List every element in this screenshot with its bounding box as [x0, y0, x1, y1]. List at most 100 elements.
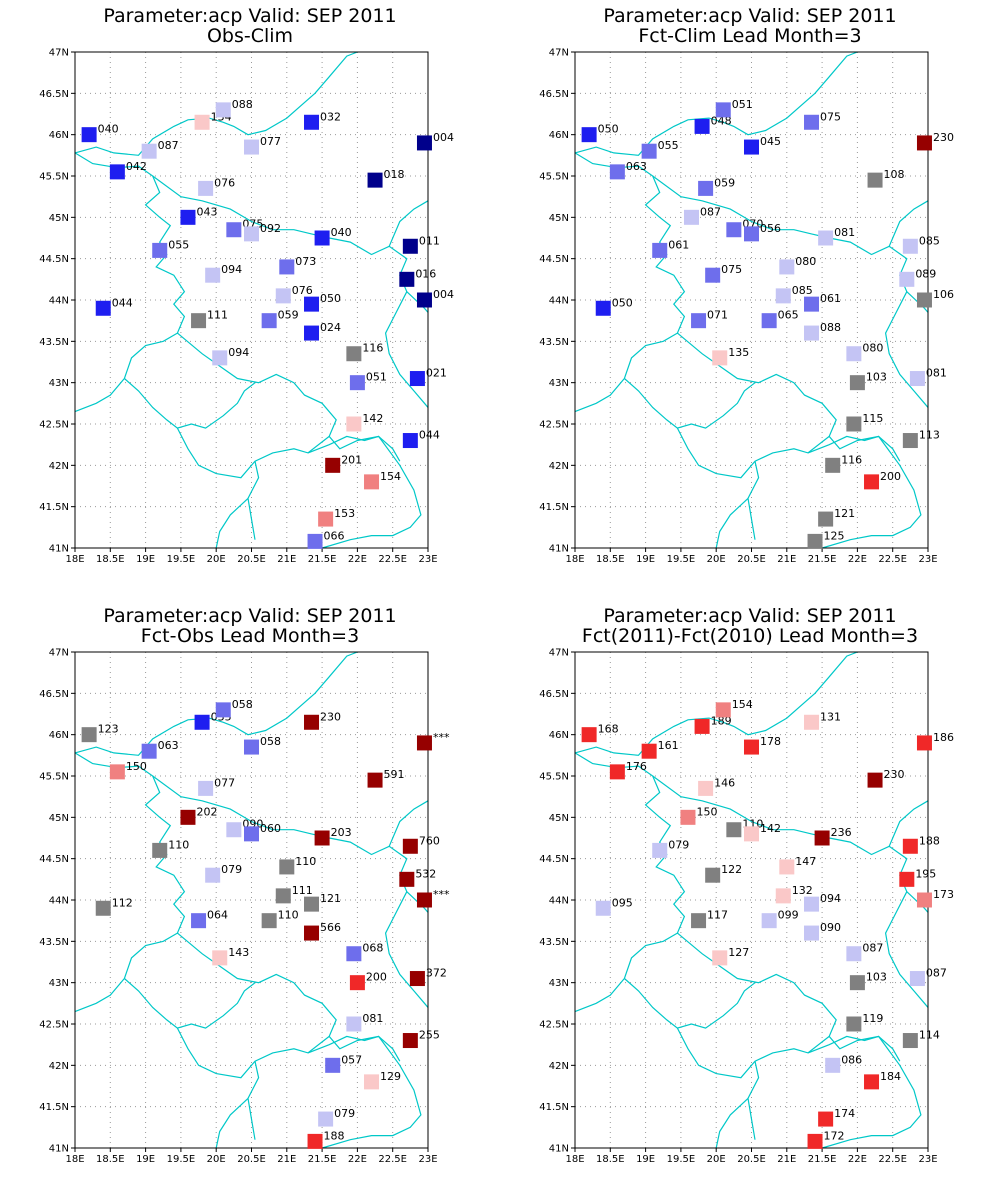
station-marker	[95, 900, 111, 916]
station-marker	[198, 180, 214, 196]
station-marker	[864, 1074, 880, 1090]
station-value-label: 080	[795, 255, 816, 268]
y-tick-label: 43N	[549, 378, 569, 389]
x-tick-label: 21.5E	[808, 554, 837, 565]
station-value-label: 085	[792, 284, 813, 297]
station-marker	[367, 172, 383, 188]
chart-panel-obs-clim: Parameter:acp Valid: SEP 2011 Obs-Clim 18E…	[0, 0, 500, 600]
border-line	[715, 1097, 749, 1149]
station-points: 123063035058058230***1505910772020900602…	[81, 698, 450, 1149]
y-tick-label: 46N	[49, 130, 69, 141]
station-marker	[804, 896, 820, 912]
station-marker	[307, 1133, 323, 1149]
station-value-label: 004	[433, 131, 454, 144]
station-marker	[346, 1016, 362, 1032]
y-tick-label: 42.5N	[539, 420, 569, 431]
border-line	[176, 1027, 330, 1079]
station-marker	[899, 271, 915, 287]
station-marker	[275, 288, 291, 304]
station-marker	[215, 702, 231, 718]
station-value-label: 088	[232, 98, 253, 111]
y-tick-label: 46N	[549, 130, 569, 141]
station-marker	[81, 727, 97, 743]
border-line	[676, 427, 830, 479]
station-value-label: 147	[795, 855, 816, 868]
x-tick-label: 18.5E	[96, 554, 125, 565]
station-marker	[814, 830, 830, 846]
border-line	[388, 200, 429, 247]
station-marker	[804, 114, 820, 130]
station-marker	[581, 727, 597, 743]
y-tick-label: 41N	[549, 1144, 569, 1155]
station-value-label: 111	[207, 309, 228, 322]
station-value-label: 202	[196, 805, 217, 818]
y-tick-label: 43N	[549, 978, 569, 989]
station-marker	[916, 135, 932, 151]
station-value-label: 032	[320, 110, 341, 123]
station-value-label: 057	[341, 1053, 362, 1066]
station-value-label: 108	[884, 168, 905, 181]
station-value-label: 079	[334, 1107, 355, 1120]
station-value-label: 168	[598, 723, 619, 736]
y-tick-label: 41.5N	[39, 502, 69, 513]
station-marker	[141, 743, 157, 759]
y-tick-label: 46.5N	[539, 89, 569, 100]
border-line	[676, 1027, 830, 1079]
border-line	[177, 332, 401, 462]
station-value-label: 203	[331, 826, 352, 839]
x-tick-label: 22.5E	[378, 1154, 407, 1165]
axes: 18E 18.5E 19E 19.5E 20E 20.5E 21E 21.5E 22E 22.5E…	[539, 48, 937, 566]
station-value-label: 079	[221, 863, 242, 876]
station-value-label: 086	[841, 1053, 862, 1066]
border-line	[747, 1061, 760, 1140]
station-value-label: 087	[700, 205, 721, 218]
chart-svg-fct-2011-2010: Parameter:acp Valid: SEP 2011Fct(2011)-F…	[539, 605, 954, 1165]
station-value-label: 061	[820, 292, 841, 305]
station-value-label: 063	[158, 739, 179, 752]
x-tick-label: 23E	[418, 1154, 437, 1165]
y-tick-label: 41.5N	[539, 502, 569, 513]
station-marker	[399, 271, 415, 287]
x-tick-label: 18E	[565, 1154, 584, 1165]
y-tick-label: 41.5N	[539, 1102, 569, 1113]
station-value-label: 127	[728, 946, 749, 959]
x-tick-label: 22E	[848, 1154, 867, 1165]
station-marker	[191, 313, 207, 329]
border-line	[176, 427, 330, 479]
station-value-label: 088	[820, 321, 841, 334]
station-marker	[95, 300, 111, 316]
y-tick-label: 44N	[549, 296, 569, 307]
station-value-label: 090	[820, 921, 841, 934]
chart-subtitle: Fct-Obs Lead Month=3	[141, 625, 359, 647]
station-marker	[595, 300, 611, 316]
station-marker	[409, 371, 425, 387]
station-marker	[712, 350, 728, 366]
station-value-label: 176	[626, 760, 647, 773]
y-tick-label: 44N	[49, 896, 69, 907]
border-line	[624, 978, 756, 1029]
station-value-label: 087	[926, 967, 947, 980]
station-marker	[818, 511, 834, 527]
station-marker	[109, 164, 125, 180]
border-line	[624, 378, 756, 429]
border-line	[807, 1035, 922, 1149]
station-value-label: 591	[384, 768, 405, 781]
y-tick-label: 41N	[549, 544, 569, 555]
chart-subtitle: Obs-Clim	[207, 25, 293, 47]
y-tick-label: 45.5N	[539, 172, 569, 183]
border-line	[807, 435, 922, 549]
y-tick-label: 42.5N	[539, 1020, 569, 1031]
station-marker	[804, 925, 820, 941]
station-marker	[402, 238, 418, 254]
station-marker	[761, 313, 777, 329]
station-value-label: 064	[207, 909, 228, 922]
station-marker	[916, 735, 932, 751]
station-marker	[712, 950, 728, 966]
x-tick-label: 20.5E	[737, 1154, 766, 1165]
station-marker	[916, 292, 932, 308]
station-value-label: 080	[862, 342, 883, 355]
station-marker	[409, 971, 425, 987]
border-line	[215, 497, 249, 549]
station-marker	[902, 838, 918, 854]
station-value-label: 018	[384, 168, 405, 181]
